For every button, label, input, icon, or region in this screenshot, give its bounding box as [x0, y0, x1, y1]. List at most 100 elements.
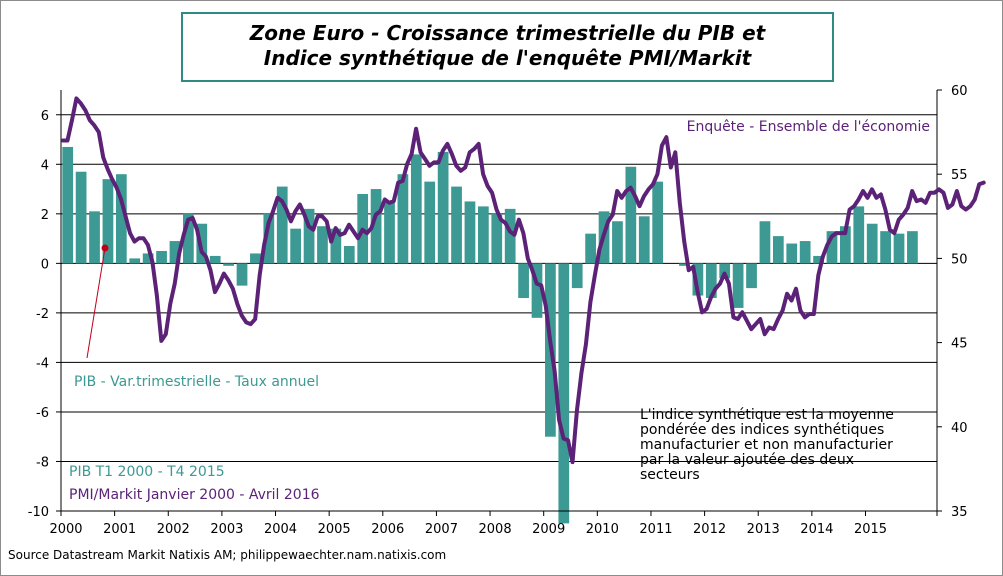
axes	[60, 90, 938, 512]
x-tick-label: 2008	[479, 522, 512, 537]
gdp-bar	[115, 174, 127, 264]
gdp-bar	[786, 243, 798, 264]
gdp-bar	[558, 263, 570, 524]
gdp-bar	[772, 236, 784, 264]
gdp-bar	[464, 201, 476, 264]
x-tick-label: 2002	[157, 522, 190, 537]
gdp-period-label: PIB T1 2000 - T4 2015	[69, 464, 225, 480]
gdp-bar	[491, 213, 503, 264]
y-right-tick-label: 40	[951, 421, 968, 436]
y-left-tick-label: -6	[36, 406, 49, 421]
gdp-bar	[183, 213, 194, 264]
x-tick-label: 2003	[210, 522, 243, 537]
gdp-bar	[424, 181, 436, 264]
gridlines	[61, 114, 937, 462]
gdp-bar	[759, 221, 771, 264]
gdp-bar	[209, 255, 221, 264]
gdp-bar	[156, 250, 167, 264]
pmi-series-label: Enquête - Ensemble de l'économie	[687, 119, 930, 135]
gdp-bar	[236, 263, 248, 286]
gdp-bar	[276, 186, 288, 264]
x-tick-label: 2014	[800, 522, 833, 537]
gdp-bar	[907, 231, 918, 264]
gdp-bar	[451, 186, 462, 264]
gdp-bar	[719, 263, 731, 279]
y-right-tick-label: 60	[951, 84, 968, 99]
gdp-bar	[625, 166, 637, 264]
y-right-tick-label: 35	[951, 505, 968, 520]
x-tick-label: 2006	[371, 522, 404, 537]
gdp-bar	[571, 263, 583, 289]
gdp-bar	[397, 174, 409, 264]
gdp-bar	[518, 263, 529, 299]
gdp-bar	[250, 253, 261, 264]
gdp-bar	[437, 151, 449, 264]
x-tick-label: 2012	[693, 522, 726, 537]
gdp-bar	[89, 211, 100, 264]
x-tick-label: 2007	[425, 522, 458, 537]
gdp-bar	[612, 221, 623, 264]
note-line-1: L'indice synthétique est la moyenne	[640, 407, 894, 423]
note-line-4: par la valeur ajoutée des deux	[640, 452, 854, 468]
tick-labels: -10 -8 -6 -4 -2 0 2 4 6 35 40 45 50 55 60 2000 2001 2002 2…	[28, 84, 968, 537]
x-tick-label: 2001	[103, 522, 136, 537]
gdp-bar	[692, 263, 704, 296]
y-left-tick-label: -8	[36, 455, 49, 470]
gdp-bar	[840, 226, 851, 264]
y-left-tick-label: 4	[41, 158, 49, 173]
y-left-tick-label: -4	[36, 356, 49, 371]
pmi-series-line	[61, 96, 986, 465]
gdp-bar	[317, 226, 328, 264]
gdp-bar	[880, 231, 891, 264]
x-tick-label: 2011	[639, 522, 672, 537]
note-line-5: secteurs	[640, 467, 700, 483]
x-tick-label: 2013	[747, 522, 780, 537]
gdp-bar	[384, 201, 395, 264]
gdp-bar	[62, 146, 74, 264]
gdp-bar	[813, 255, 824, 264]
gdp-bar	[370, 189, 382, 264]
y-left-tick-label: 2	[41, 208, 49, 223]
gdp-bar	[826, 231, 838, 264]
gdp-bar	[223, 263, 234, 266]
source-text: Source Datastream Markit Natixis AM; phi…	[8, 548, 446, 562]
gdp-bar	[102, 179, 114, 264]
x-tick-label: 2015	[854, 522, 887, 537]
gdp-bar	[330, 228, 342, 264]
gdp-bar	[799, 241, 811, 264]
gdp-bar	[75, 171, 87, 264]
gdp-bar	[169, 241, 181, 264]
note-line-2: pondérée des indices synthétiques	[640, 422, 884, 438]
gdp-bar	[343, 246, 355, 264]
gdp-bar	[410, 154, 422, 264]
gdp-label-marker	[101, 244, 109, 252]
gdp-bar	[853, 206, 865, 264]
x-tick-label: 2010	[586, 522, 619, 537]
gdp-bar	[142, 253, 154, 264]
y-right-tick-label: 45	[951, 337, 968, 352]
y-right-tick-label: 50	[951, 252, 968, 267]
gdp-bar	[732, 263, 744, 308]
gdp-bar	[746, 263, 757, 289]
pmi-period-label: PMI/Markit Janvier 2000 - Avril 2016	[69, 487, 320, 503]
x-tick-label: 2005	[318, 522, 351, 537]
chart-title-box: Zone Euro - Croissance trimestrielle du …	[181, 12, 834, 82]
note-line-3: manufacturier et non manufacturier	[640, 437, 893, 453]
y-left-tick-label: 0	[41, 257, 49, 272]
gdp-bar	[504, 208, 516, 264]
x-tick-label: 2004	[264, 522, 297, 537]
chart-title-line-1: Zone Euro - Croissance trimestrielle du …	[249, 21, 766, 45]
gdp-bar	[477, 206, 489, 264]
gdp-bar	[705, 263, 717, 299]
gdp-bar	[893, 233, 905, 264]
gdp-bar	[263, 213, 275, 264]
x-tick-label: 2000	[49, 522, 82, 537]
gdp-bar	[303, 208, 315, 264]
gdp-series-label: PIB - Var.trimestrielle - Taux annuel	[74, 374, 319, 390]
gdp-bar	[652, 181, 664, 264]
gdp-bar	[638, 216, 650, 264]
y-left-tick-label: -2	[36, 307, 49, 322]
y-left-tick-label: -10	[28, 505, 49, 520]
gdp-bar	[531, 263, 543, 318]
